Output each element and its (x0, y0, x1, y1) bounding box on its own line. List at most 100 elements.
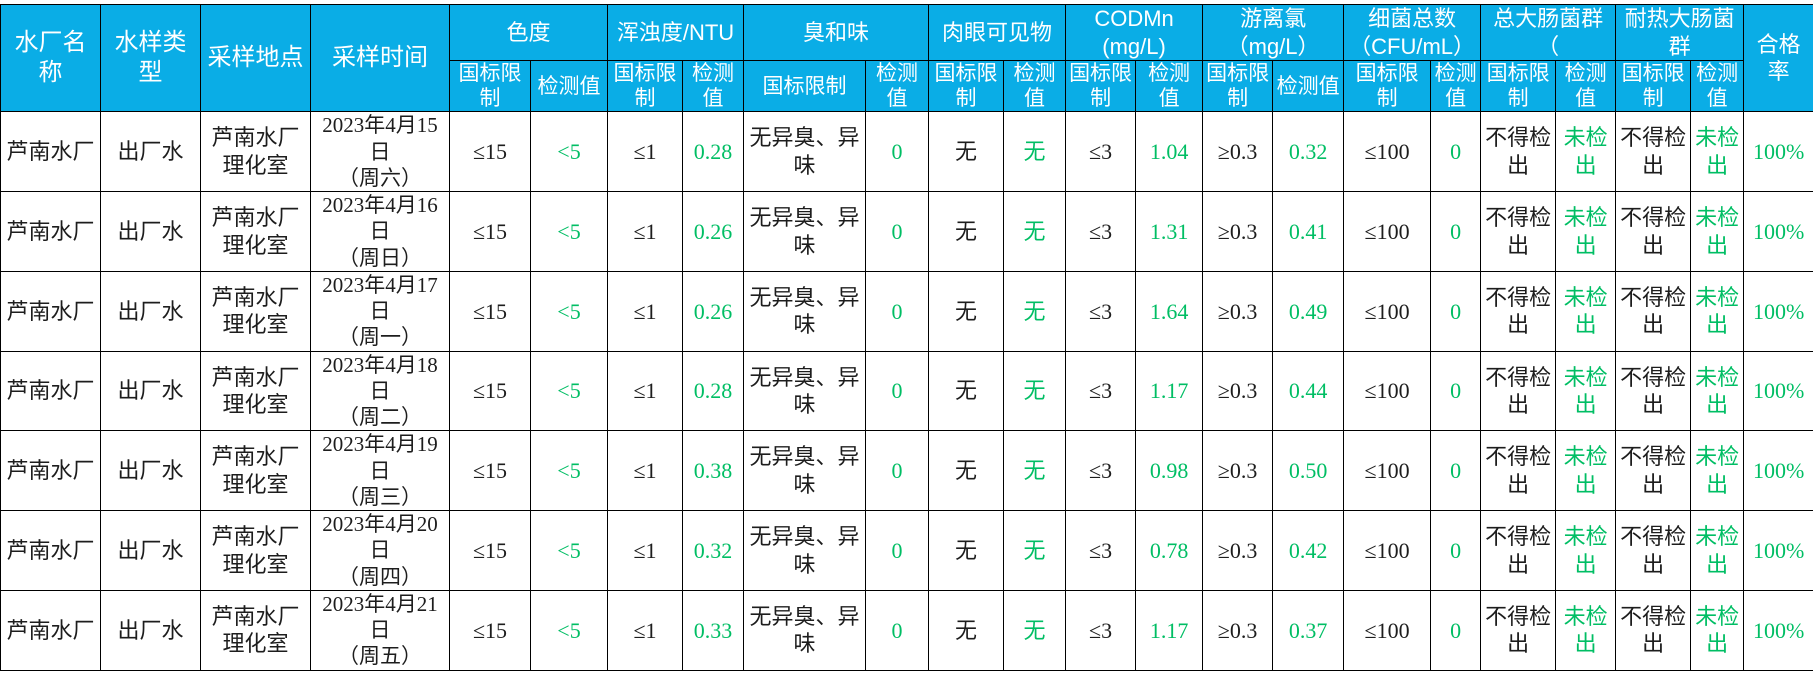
cell-sampling-location[interactable]: 芦南水厂理化室 (201, 590, 311, 670)
cell-sample-type[interactable]: 出厂水 (101, 192, 201, 272)
cell-free-chlorine-value[interactable]: 0.44 (1273, 351, 1344, 431)
cell-sampling-time[interactable]: 2023年4月20日 （周四） (311, 511, 450, 591)
cell-bacteria-limit[interactable]: ≤100 (1344, 271, 1431, 351)
cell-odor-value[interactable]: 0 (866, 511, 929, 591)
cell-thermotolerant-coliform-value[interactable]: 未检出 (1691, 590, 1744, 670)
cell-thermotolerant-coliform-limit[interactable]: 不得检出 (1616, 511, 1691, 591)
cell-chroma-value[interactable]: <5 (531, 112, 608, 192)
cell-chroma-value[interactable]: <5 (531, 511, 608, 591)
cell-turbidity-limit[interactable]: ≤1 (608, 271, 683, 351)
cell-chroma-limit[interactable]: ≤15 (450, 112, 531, 192)
cell-turbidity-value[interactable]: 0.28 (683, 351, 744, 431)
cell-odor-limit[interactable]: 无异臭、异味 (744, 351, 866, 431)
cell-free-chlorine-limit[interactable]: ≥0.3 (1203, 112, 1273, 192)
cell-thermotolerant-coliform-value[interactable]: 未检出 (1691, 112, 1744, 192)
cell-free-chlorine-limit[interactable]: ≥0.3 (1203, 511, 1273, 591)
cell-sample-type[interactable]: 出厂水 (101, 271, 201, 351)
cell-sample-type[interactable]: 出厂水 (101, 511, 201, 591)
cell-sampling-time[interactable]: 2023年4月17日 （周一） (311, 271, 450, 351)
cell-free-chlorine-value[interactable]: 0.37 (1273, 590, 1344, 670)
cell-plant-name[interactable]: 芦南水厂 (1, 271, 101, 351)
cell-visible-matter-limit[interactable]: 无 (929, 590, 1004, 670)
cell-sampling-time[interactable]: 2023年4月16日 （周日） (311, 192, 450, 272)
cell-visible-matter-value[interactable]: 无 (1004, 271, 1066, 351)
cell-turbidity-limit[interactable]: ≤1 (608, 351, 683, 431)
cell-bacteria-limit[interactable]: ≤100 (1344, 511, 1431, 591)
cell-codmn-value[interactable]: 0.78 (1136, 511, 1203, 591)
cell-odor-limit[interactable]: 无异臭、异味 (744, 192, 866, 272)
cell-pass-rate[interactable]: 100% (1744, 590, 1813, 670)
cell-chroma-value[interactable]: <5 (531, 192, 608, 272)
cell-codmn-value[interactable]: 1.17 (1136, 590, 1203, 670)
cell-total-coliform-value[interactable]: 未检出 (1556, 271, 1616, 351)
cell-pass-rate[interactable]: 100% (1744, 192, 1813, 272)
cell-thermotolerant-coliform-limit[interactable]: 不得检出 (1616, 271, 1691, 351)
cell-codmn-limit[interactable]: ≤3 (1066, 431, 1136, 511)
cell-total-coliform-value[interactable]: 未检出 (1556, 431, 1616, 511)
cell-odor-limit[interactable]: 无异臭、异味 (744, 511, 866, 591)
cell-visible-matter-limit[interactable]: 无 (929, 511, 1004, 591)
cell-visible-matter-limit[interactable]: 无 (929, 192, 1004, 272)
cell-bacteria-value[interactable]: 0 (1431, 112, 1481, 192)
cell-free-chlorine-limit[interactable]: ≥0.3 (1203, 271, 1273, 351)
cell-sampling-time[interactable]: 2023年4月21日 （周五） (311, 590, 450, 670)
cell-turbidity-limit[interactable]: ≤1 (608, 192, 683, 272)
cell-pass-rate[interactable]: 100% (1744, 511, 1813, 591)
cell-free-chlorine-limit[interactable]: ≥0.3 (1203, 351, 1273, 431)
cell-turbidity-limit[interactable]: ≤1 (608, 112, 683, 192)
cell-codmn-value[interactable]: 1.04 (1136, 112, 1203, 192)
cell-plant-name[interactable]: 芦南水厂 (1, 192, 101, 272)
cell-total-coliform-limit[interactable]: 不得检出 (1481, 351, 1556, 431)
cell-sampling-time[interactable]: 2023年4月18日 （周二） (311, 351, 450, 431)
cell-odor-value[interactable]: 0 (866, 192, 929, 272)
cell-bacteria-value[interactable]: 0 (1431, 271, 1481, 351)
cell-sampling-location[interactable]: 芦南水厂理化室 (201, 112, 311, 192)
cell-odor-value[interactable]: 0 (866, 590, 929, 670)
cell-total-coliform-limit[interactable]: 不得检出 (1481, 511, 1556, 591)
cell-codmn-limit[interactable]: ≤3 (1066, 511, 1136, 591)
cell-turbidity-value[interactable]: 0.26 (683, 271, 744, 351)
cell-thermotolerant-coliform-limit[interactable]: 不得检出 (1616, 112, 1691, 192)
cell-visible-matter-limit[interactable]: 无 (929, 271, 1004, 351)
cell-sample-type[interactable]: 出厂水 (101, 112, 201, 192)
cell-pass-rate[interactable]: 100% (1744, 271, 1813, 351)
cell-codmn-value[interactable]: 0.98 (1136, 431, 1203, 511)
cell-bacteria-value[interactable]: 0 (1431, 351, 1481, 431)
cell-visible-matter-value[interactable]: 无 (1004, 192, 1066, 272)
cell-thermotolerant-coliform-limit[interactable]: 不得检出 (1616, 590, 1691, 670)
cell-codmn-limit[interactable]: ≤3 (1066, 351, 1136, 431)
cell-codmn-value[interactable]: 1.31 (1136, 192, 1203, 272)
cell-sample-type[interactable]: 出厂水 (101, 590, 201, 670)
cell-plant-name[interactable]: 芦南水厂 (1, 112, 101, 192)
cell-free-chlorine-value[interactable]: 0.42 (1273, 511, 1344, 591)
cell-codmn-value[interactable]: 1.64 (1136, 271, 1203, 351)
cell-sample-type[interactable]: 出厂水 (101, 351, 201, 431)
cell-visible-matter-limit[interactable]: 无 (929, 431, 1004, 511)
cell-bacteria-value[interactable]: 0 (1431, 192, 1481, 272)
cell-chroma-limit[interactable]: ≤15 (450, 192, 531, 272)
cell-bacteria-value[interactable]: 0 (1431, 511, 1481, 591)
cell-pass-rate[interactable]: 100% (1744, 431, 1813, 511)
cell-total-coliform-value[interactable]: 未检出 (1556, 351, 1616, 431)
cell-codmn-value[interactable]: 1.17 (1136, 351, 1203, 431)
cell-total-coliform-limit[interactable]: 不得检出 (1481, 271, 1556, 351)
cell-free-chlorine-value[interactable]: 0.49 (1273, 271, 1344, 351)
cell-total-coliform-value[interactable]: 未检出 (1556, 112, 1616, 192)
cell-odor-value[interactable]: 0 (866, 351, 929, 431)
cell-codmn-limit[interactable]: ≤3 (1066, 112, 1136, 192)
cell-turbidity-limit[interactable]: ≤1 (608, 590, 683, 670)
cell-bacteria-limit[interactable]: ≤100 (1344, 351, 1431, 431)
cell-free-chlorine-value[interactable]: 0.32 (1273, 112, 1344, 192)
cell-plant-name[interactable]: 芦南水厂 (1, 590, 101, 670)
cell-free-chlorine-limit[interactable]: ≥0.3 (1203, 590, 1273, 670)
cell-odor-limit[interactable]: 无异臭、异味 (744, 271, 866, 351)
cell-chroma-limit[interactable]: ≤15 (450, 511, 531, 591)
cell-thermotolerant-coliform-value[interactable]: 未检出 (1691, 511, 1744, 591)
cell-total-coliform-value[interactable]: 未检出 (1556, 511, 1616, 591)
cell-thermotolerant-coliform-value[interactable]: 未检出 (1691, 431, 1744, 511)
cell-chroma-value[interactable]: <5 (531, 271, 608, 351)
cell-plant-name[interactable]: 芦南水厂 (1, 431, 101, 511)
cell-free-chlorine-value[interactable]: 0.50 (1273, 431, 1344, 511)
cell-pass-rate[interactable]: 100% (1744, 351, 1813, 431)
cell-bacteria-limit[interactable]: ≤100 (1344, 590, 1431, 670)
